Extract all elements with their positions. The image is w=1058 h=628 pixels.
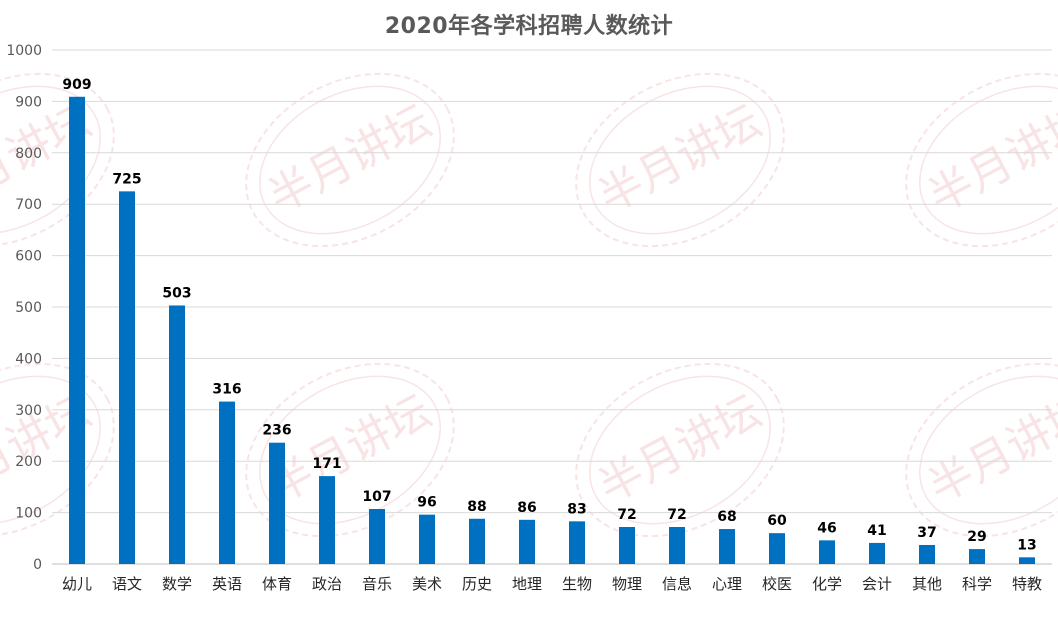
x-tick-label: 政治 [312, 575, 342, 593]
watermark-ring [259, 375, 441, 525]
data-labels: 909 725 503 316 236 171 107 96 88 86 83 72 72 68 60 46 4… [62, 77, 1036, 554]
data-label: 96 [417, 495, 436, 511]
bar [269, 442, 285, 564]
data-label: 236 [262, 423, 291, 439]
watermark-ring [245, 72, 455, 248]
x-tick-label: 音乐 [362, 575, 392, 593]
y-tick-label: 300 [15, 403, 42, 419]
watermark-ring [245, 362, 455, 538]
x-tick-label: 生物 [562, 575, 592, 593]
data-label: 13 [1017, 537, 1036, 553]
x-tick-label: 地理 [512, 575, 542, 593]
y-tick-label: 0 [33, 557, 42, 573]
bar [869, 542, 885, 564]
bar [119, 191, 135, 564]
watermark-ring [589, 375, 771, 525]
data-label: 68 [717, 509, 736, 525]
x-axis-ticks: 幼儿 语文 数学 英语 体育 政治 音乐 美术 历史 地理 生物 物理 信息 心理 校医 化学 会计 其他 科学 特教 [62, 575, 1042, 593]
y-tick-label: 400 [15, 351, 42, 367]
x-tick-label: 心理 [712, 575, 742, 593]
x-tick-label: 会计 [862, 575, 892, 593]
data-label: 107 [362, 489, 391, 505]
x-tick-label: 体育 [262, 575, 292, 593]
gridlines [52, 49, 1052, 565]
bar [819, 540, 835, 564]
x-tick-label: 物理 [612, 575, 642, 593]
y-axis-ticks: 0 100 200 300 400 500 600 700 800 900 1000 [6, 43, 42, 573]
bar [1019, 557, 1035, 564]
chart-title: 2020年各学科招聘人数统计 [384, 14, 674, 39]
watermark-stamp: 半月讲坛 [245, 362, 455, 538]
bar [319, 476, 335, 564]
x-tick-label: 科学 [962, 575, 992, 593]
bar [369, 509, 385, 564]
x-tick-label: 化学 [812, 575, 842, 593]
watermark-ring [919, 375, 1058, 525]
x-tick-label: 英语 [212, 575, 242, 593]
data-label: 72 [617, 507, 636, 523]
y-tick-label: 900 [15, 94, 42, 110]
bar [419, 514, 435, 564]
data-label: 83 [567, 501, 586, 517]
watermark-ring [905, 72, 1058, 248]
y-tick-label: 200 [15, 454, 42, 470]
y-tick-label: 100 [15, 506, 42, 522]
x-tick-label: 校医 [762, 575, 792, 593]
bar [169, 305, 185, 564]
x-tick-label: 其他 [912, 575, 942, 593]
data-label: 46 [817, 520, 836, 536]
data-label: 41 [867, 523, 886, 539]
watermark-stamp: 半月讲坛 [245, 72, 455, 248]
x-tick-label: 语文 [112, 575, 142, 593]
watermark-text: 半月讲坛 [260, 386, 439, 514]
watermark-ring [0, 85, 101, 235]
watermark-ring [0, 362, 115, 538]
data-label: 72 [667, 507, 686, 523]
bar [519, 519, 535, 564]
data-label: 29 [967, 529, 986, 545]
bar [69, 96, 85, 565]
watermark-ring [0, 375, 101, 525]
y-tick-label: 800 [15, 146, 42, 162]
watermark-ring [0, 72, 115, 248]
bar [569, 521, 585, 564]
bar [919, 544, 935, 564]
y-tick-label: 600 [15, 249, 42, 265]
data-label: 725 [112, 171, 141, 187]
x-tick-label: 历史 [462, 575, 492, 593]
data-label: 316 [212, 382, 241, 398]
watermark-ring [575, 362, 785, 538]
y-tick-label: 500 [15, 300, 42, 316]
watermark-ring [575, 72, 785, 248]
data-label: 88 [467, 499, 486, 515]
x-tick-label: 美术 [412, 575, 442, 593]
data-label: 171 [312, 456, 341, 472]
bar [469, 518, 485, 564]
bar [619, 526, 635, 564]
watermark-ring [905, 362, 1058, 538]
data-label: 503 [162, 285, 191, 301]
x-tick-label: 信息 [662, 575, 692, 593]
watermark-stamp: 半月讲坛 [905, 72, 1058, 248]
x-tick-label: 幼儿 [62, 575, 92, 593]
data-label: 60 [767, 513, 787, 529]
bar [969, 549, 985, 564]
bar [669, 526, 685, 564]
bars [69, 96, 1035, 565]
watermark-stamp: 半月讲坛 [575, 72, 785, 248]
data-label: 37 [917, 525, 936, 541]
data-label: 909 [62, 77, 91, 93]
x-tick-label: 数学 [162, 575, 192, 593]
y-tick-label: 700 [15, 197, 42, 213]
x-tick-label: 特教 [1012, 575, 1042, 593]
y-tick-label: 1000 [6, 43, 42, 59]
bar [769, 533, 785, 564]
data-label: 86 [517, 500, 536, 516]
bar [719, 529, 735, 564]
bar [219, 401, 235, 564]
watermark-text: 半月讲坛 [590, 386, 769, 514]
